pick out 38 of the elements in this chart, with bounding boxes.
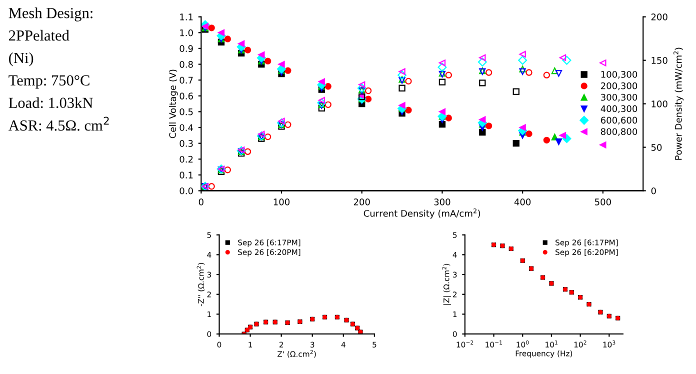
y-tick-label: 0.9 — [180, 45, 193, 52]
legend-label: 200,300 — [601, 82, 638, 90]
y-tick-label: 0.4 — [180, 124, 193, 132]
y-axis-title: Cell Voltage (V) — [169, 70, 178, 138]
y-tick-label: 0.6 — [180, 92, 193, 100]
y-tick-label: 0.3 — [180, 140, 193, 147]
y-tick-label: 0.2 — [180, 156, 193, 163]
text: Mesh Design: — [8, 7, 92, 22]
text: 2PPelated — [9, 30, 70, 41]
x-axis-title: Current Density (mA/cm$^{2}$) — [364, 208, 480, 219]
x-tick-label: 300 — [434, 198, 450, 206]
x-tick-label: 400 — [514, 198, 531, 206]
y-tick-label: 1.0 — [180, 29, 193, 36]
text: (Ni) — [9, 52, 34, 66]
y-tick-label: 0.1 — [180, 172, 193, 178]
legend-label: 300,300 — [601, 94, 638, 102]
y2-tick-label: 150 — [652, 57, 668, 64]
y2-tick-label: 0 — [651, 187, 656, 194]
y-tick-label: 0.8 — [180, 60, 193, 68]
y-tick-label: 0.5 — [180, 108, 193, 116]
y2-tick-label: 50 — [651, 144, 662, 151]
legend-label: 100,300 — [601, 70, 638, 79]
text: Load: 1.03kN — [8, 97, 93, 108]
y-tick-label: 1.1 — [180, 14, 193, 20]
x-tick-label: 0 — [198, 198, 204, 206]
x-tick-label: 100 — [274, 198, 290, 206]
y2-tick-label: 100 — [652, 100, 668, 108]
y2-axis-title: Power Density (mW/cm$^{2}$) — [674, 48, 684, 160]
y2-tick-label: 200 — [651, 14, 668, 20]
text: ASR: 4.5Ω. cm$^{2}$ — [8, 116, 109, 131]
legend-label: 600,600 — [600, 116, 638, 124]
legend-label: 400,300 — [600, 105, 638, 114]
y-tick-label: 0.7 — [180, 76, 193, 84]
text: Temp: 750°C — [8, 75, 90, 89]
x-tick-label: 200 — [354, 198, 370, 206]
x-tick-label: 500 — [595, 198, 611, 206]
y-tick-label: 0.0 — [180, 187, 193, 194]
legend-label: 800,800 — [600, 128, 638, 136]
